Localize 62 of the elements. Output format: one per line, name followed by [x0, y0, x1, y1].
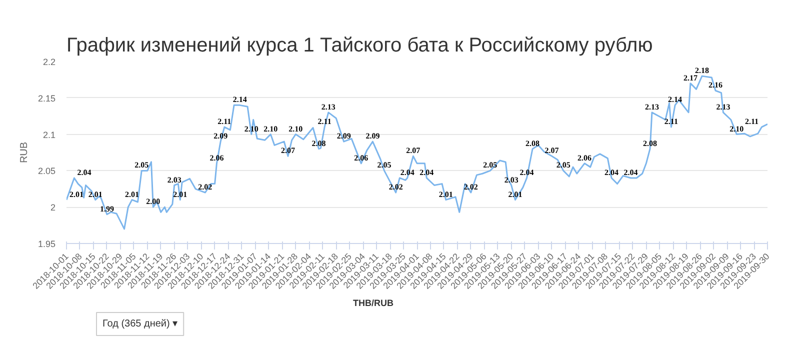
data-label: 2.09	[214, 132, 228, 141]
data-label: 2.02	[464, 182, 478, 192]
data-label: 2.05	[377, 160, 392, 170]
y-tick-label: 2.2	[42, 57, 56, 67]
data-label: 2.02	[388, 182, 403, 192]
data-label: 2.14	[232, 95, 247, 104]
data-label: 2.08	[643, 138, 658, 148]
data-label: 2.03	[504, 175, 518, 184]
data-label: 2.05	[556, 160, 570, 170]
data-label: 2.06	[354, 153, 368, 162]
y-tick-label: 1.95	[38, 239, 56, 249]
data-label: 2.17	[683, 73, 698, 82]
data-label: 2.01	[508, 190, 522, 199]
text: Год (365 дней) ▾	[102, 318, 178, 330]
data-label: 2.07	[544, 146, 559, 156]
data-label: 2.01	[438, 190, 453, 199]
data-label: 2.04	[604, 168, 619, 177]
data-label: 2.03	[167, 175, 182, 184]
data-label: 2.13	[321, 102, 336, 112]
data-label: 2.10	[288, 124, 303, 134]
data-label: 2.09	[336, 132, 351, 141]
data-label: 2.07	[406, 146, 420, 156]
data-label: 2.00	[146, 197, 160, 206]
data-label: 2.13	[716, 102, 730, 112]
chart-title: График изменений курса 1 Тайского бата к Российскому рублю	[66, 34, 653, 56]
y-tick-label: 2	[50, 202, 56, 213]
data-label: 2.01	[88, 190, 102, 199]
y-tick-label: 2.15	[38, 93, 56, 104]
data-label: 2.10	[264, 124, 278, 134]
data-label: 2.16	[708, 80, 723, 90]
line-series	[66, 75, 768, 230]
data-label: 2.06	[210, 153, 224, 162]
data-label: 2.05	[134, 160, 149, 170]
data-label: 2.04	[400, 168, 414, 177]
data-label: 2.13	[644, 102, 659, 112]
data-label: 2.10	[244, 124, 258, 134]
data-label: 1.99	[100, 204, 114, 214]
y-tick-label: 2.05	[38, 166, 56, 176]
y-tick-label: 2.1	[42, 130, 56, 140]
data-label: 2.01	[124, 190, 139, 199]
data-label: 2.01	[173, 190, 188, 199]
data-label: 2.11	[318, 117, 332, 126]
data-label: 2.11	[218, 117, 232, 126]
data-label: 2.04	[77, 168, 92, 177]
data-label: 2.10	[730, 124, 744, 134]
data-label: 2.04	[520, 168, 534, 177]
text: THB/RUB	[353, 298, 394, 308]
data-label: 2.06	[578, 153, 592, 162]
data-label: 2.08	[312, 138, 326, 148]
data-label: 2.11	[664, 117, 678, 126]
data-label: 2.08	[526, 138, 540, 148]
data-label: 2.04	[420, 168, 434, 177]
data-label: 2.07	[280, 146, 295, 156]
data-label: 2.11	[744, 117, 759, 126]
y-axis-title: RUB	[18, 142, 30, 164]
data-label: 2.14	[668, 95, 682, 104]
data-label: 2.09	[366, 132, 380, 141]
data-label: 2.02	[198, 182, 212, 192]
data-label: 2.01	[70, 190, 84, 199]
data-label: 2.18	[695, 66, 710, 76]
data-label: 2.05	[483, 160, 498, 170]
data-label: 2.04	[624, 168, 638, 177]
